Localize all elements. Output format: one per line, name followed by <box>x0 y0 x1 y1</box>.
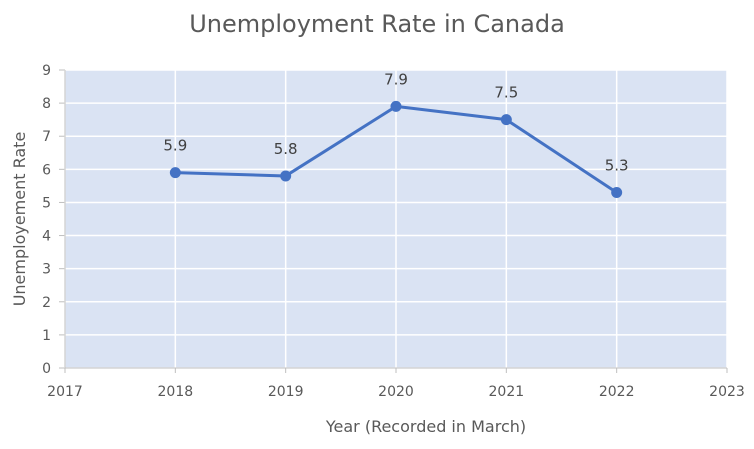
x-tick-label: 2017 <box>47 384 83 400</box>
x-tick-label: 2019 <box>268 384 304 400</box>
y-tick-label: 9 <box>42 63 51 79</box>
y-tick-label: 8 <box>42 96 51 112</box>
data-point <box>611 187 623 199</box>
y-tick-label: 4 <box>42 229 51 245</box>
y-tick-label: 2 <box>42 295 51 311</box>
x-tick-label: 2023 <box>709 384 745 400</box>
data-label: 5.9 <box>163 137 187 155</box>
data-point <box>390 100 402 112</box>
x-tick-label: 2022 <box>599 384 635 400</box>
data-label: 7.5 <box>494 84 518 102</box>
y-axis-title: Unemployement Rate <box>10 132 29 307</box>
data-label: 7.9 <box>384 70 408 88</box>
y-tick-label: 3 <box>42 262 51 278</box>
y-tick-label: 1 <box>42 328 51 344</box>
y-tick-label: 7 <box>42 129 51 145</box>
data-label: 5.8 <box>274 140 298 158</box>
x-tick-label: 2021 <box>489 384 525 400</box>
x-axis-title: Year (Recorded in March) <box>325 417 526 436</box>
data-point <box>280 170 292 182</box>
data-point <box>169 167 181 179</box>
data-label: 5.3 <box>605 157 629 175</box>
data-point <box>500 114 512 126</box>
x-tick-label: 2018 <box>158 384 194 400</box>
y-tick-label: 0 <box>42 361 51 377</box>
y-tick-label: 6 <box>42 162 51 178</box>
x-tick-label: 2020 <box>378 384 414 400</box>
chart-title: Unemployment Rate in Canada <box>189 10 565 38</box>
y-tick-label: 5 <box>42 195 51 211</box>
